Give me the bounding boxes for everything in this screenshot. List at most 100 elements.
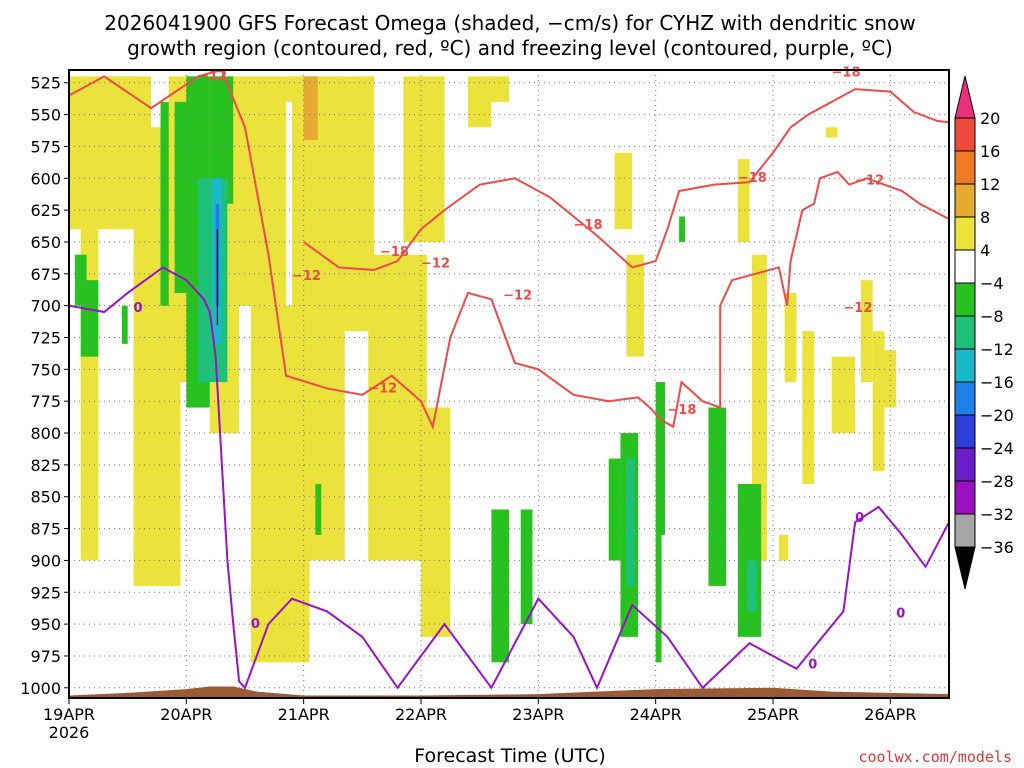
colorbar-label: −8 [980, 307, 1004, 326]
contour-label-purple: 0 [855, 511, 864, 526]
colorbar-segment [954, 414, 976, 449]
chart-title-line1: 2026041900 GFS Forecast Omega (shaded, −… [104, 11, 915, 35]
colorbar-segment [954, 480, 976, 515]
omega-shade-region [747, 560, 757, 612]
y-tick-label: 675 [30, 265, 61, 284]
omega-shade-region [216, 229, 219, 325]
y-tick-label: 575 [30, 137, 61, 156]
y-tick-label: 700 [30, 297, 61, 316]
plot-frame [68, 69, 950, 699]
x-tick-label: 24APR [630, 705, 682, 724]
y-tick-label: 875 [30, 520, 61, 539]
colorbar-segment [954, 183, 976, 218]
contour-label-red: −12 [421, 256, 450, 271]
omega-shade-region [121, 305, 128, 344]
colorbar-label: −24 [980, 439, 1014, 458]
colorbar-label: 16 [980, 142, 1000, 161]
y-tick-label: 750 [30, 360, 61, 379]
x-year-label: 2026 [49, 723, 90, 742]
x-tick-label: 25APR [747, 705, 799, 724]
omega-shade-region [403, 76, 445, 242]
omega-shade-region [708, 407, 727, 586]
y-tick-label: 975 [30, 647, 61, 666]
colorbar-label: 4 [980, 241, 990, 260]
x-tick-label: 21APR [278, 705, 330, 724]
omega-shade-region [303, 76, 318, 141]
y-tick-label: 725 [30, 329, 61, 348]
y-tick-label: 850 [30, 488, 61, 507]
colorbar-segment [954, 513, 976, 548]
colorbar-segment [954, 348, 976, 383]
y-tick-label: 1000 [20, 679, 61, 698]
omega-shade-region [614, 152, 633, 230]
omega-shade-region [485, 76, 509, 102]
y-tick-label: 925 [30, 583, 61, 602]
colorbar-label: −16 [980, 373, 1014, 392]
omega-shade-region [520, 509, 533, 625]
omega-shade-region [802, 331, 815, 484]
x-tick-label: 22APR [395, 705, 447, 724]
colorbar-segment [954, 117, 976, 152]
colorbar-label: 20 [980, 109, 1000, 128]
y-tick-label: 900 [30, 551, 61, 570]
omega-shade-region [784, 292, 797, 383]
x-axis-title: Forecast Time (UTC) [414, 745, 605, 767]
omega-shade-region [160, 101, 169, 306]
contour-line-minus12 [68, 68, 950, 430]
omega-shade-region [884, 350, 897, 408]
contour-label-red: −18 [832, 65, 861, 80]
contour-label-red: −12 [503, 288, 532, 303]
colorbar-label: −28 [980, 472, 1014, 491]
x-tick-label: 19APR [43, 705, 95, 724]
contour-label-purple: 0 [896, 607, 905, 622]
contour-line-minus18 [303, 88, 950, 272]
y-tick-label: 600 [30, 169, 61, 188]
contour-label-red: −12 [855, 174, 884, 189]
colorbar-label: 12 [980, 175, 1000, 194]
x-tick-label: 20APR [160, 705, 212, 724]
contour-label-red: −18 [667, 403, 696, 418]
contour-label-red: −12 [292, 269, 321, 284]
omega-shade-region [626, 254, 644, 357]
credit-text: coolwx.com/models [858, 748, 1012, 766]
contour-label-red: −18 [738, 171, 767, 186]
colorbar-segment [954, 315, 976, 350]
omega-shade-region [291, 76, 345, 561]
omega-shade-region [778, 534, 789, 561]
contour-label-red: −12 [368, 381, 397, 396]
colorbar-segment [954, 150, 976, 185]
colorbar-label: 8 [980, 208, 990, 227]
y-tick-label: 525 [30, 74, 61, 93]
y-tick-label: 625 [30, 201, 61, 220]
y-tick-label: 800 [30, 424, 61, 443]
contour-label-purple: 0 [251, 617, 260, 632]
contour-label-red: −18 [380, 245, 409, 260]
omega-shade-region [679, 216, 685, 242]
terrain-ground [69, 686, 949, 698]
contour-label-purple: 0 [808, 658, 817, 673]
y-tick-label: 825 [30, 456, 61, 475]
omega-shade-region [872, 331, 885, 472]
colorbar-bottom-arrow [954, 546, 976, 590]
omega-shade-region [491, 509, 509, 663]
contour-label-red: −18 [574, 218, 603, 233]
colorbar-segment [954, 447, 976, 482]
omega-shade-region [825, 127, 838, 138]
contour-label-red: −12 [843, 301, 872, 316]
colorbar-segment [954, 381, 976, 416]
chart-title-line2: growth region (contoured, red, ºC) and f… [127, 36, 893, 60]
omega-shade-region [737, 159, 750, 242]
contour-label-purple: 0 [134, 301, 143, 316]
colorbar-label: −4 [980, 274, 1004, 293]
omega-shade-region [608, 458, 621, 561]
colorbar-segment [954, 282, 976, 317]
colorbar-label: −36 [980, 538, 1014, 557]
omega-shade-region [655, 534, 662, 663]
y-tick-label: 650 [30, 233, 61, 252]
colorbar-label: −20 [980, 406, 1014, 425]
y-tick-label: 775 [30, 392, 61, 411]
x-tick-label: 23APR [512, 705, 564, 724]
omega-shade-region [286, 76, 298, 102]
omega-shade-region [209, 76, 234, 204]
